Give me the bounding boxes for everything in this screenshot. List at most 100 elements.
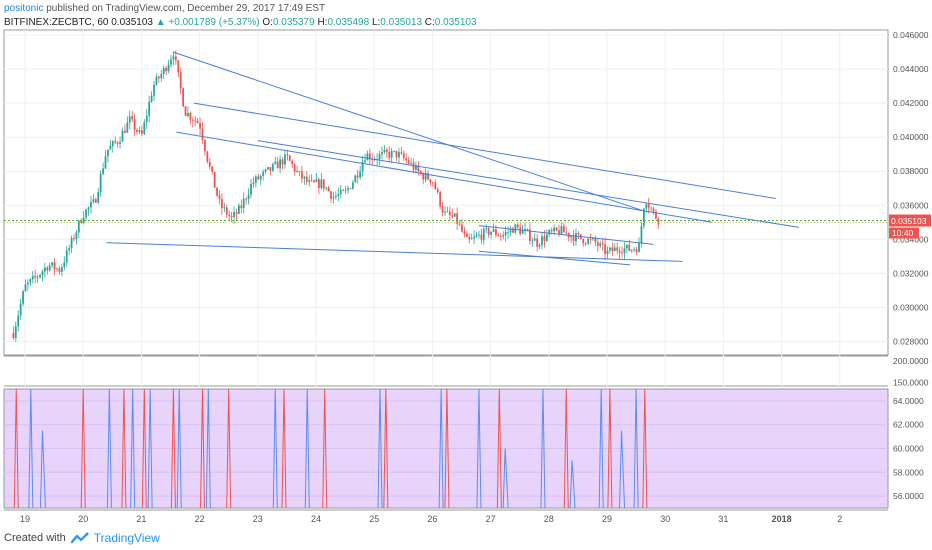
osc-spike (322, 388, 328, 509)
candle-body (315, 179, 318, 183)
osc-spike (28, 388, 34, 509)
candle-body (356, 175, 359, 178)
candle-body (29, 279, 32, 283)
candle-body (252, 182, 255, 184)
candle-body (604, 244, 606, 254)
trendline (176, 131, 712, 223)
candle-body (616, 247, 619, 251)
candle-body (594, 238, 597, 243)
osc-spike (496, 388, 502, 509)
tradingview-brand[interactable]: TradingView (93, 531, 160, 545)
candle-body (145, 115, 148, 123)
candle-body (439, 191, 442, 207)
candle-body (398, 152, 400, 158)
osc-spike (141, 388, 147, 509)
x-tick-label: 26 (427, 514, 437, 524)
osc-spike (476, 388, 482, 509)
author-link[interactable]: positonic (4, 3, 44, 14)
tradingview-logo-icon[interactable] (70, 532, 89, 544)
candle-body (473, 236, 476, 239)
price-pane-frame (3, 29, 889, 356)
candle-body (189, 112, 192, 120)
price-change: ▲ +0.001789 (+5.37%) (155, 17, 260, 28)
candle-body (453, 213, 456, 217)
candle-body (322, 179, 325, 189)
candle-body (73, 238, 75, 240)
candle-body (480, 234, 483, 240)
candle-body (334, 195, 337, 198)
candle-body (385, 149, 388, 153)
candle-body (502, 235, 505, 237)
candle-body (296, 171, 298, 172)
candle-body (327, 187, 330, 192)
osc-spike (80, 388, 86, 509)
osc-partial-spike (619, 430, 626, 509)
candle-body (361, 162, 364, 172)
candle-body (582, 238, 585, 244)
candle-body (458, 223, 461, 225)
candle-body (46, 267, 49, 271)
candle-body (221, 199, 223, 209)
candle-body (550, 230, 553, 232)
candle-body (431, 182, 434, 184)
candle-body (31, 275, 34, 280)
candle-body (22, 291, 24, 304)
candle-body (482, 228, 485, 240)
osc-spike (176, 388, 182, 509)
candle-body (381, 152, 383, 155)
osc-spike (121, 388, 127, 509)
osc-tick-label: 60.0000 (893, 444, 924, 454)
candle-body (77, 220, 80, 233)
candle-body (99, 173, 102, 193)
candle-body (286, 154, 289, 156)
candle-body (116, 142, 119, 144)
osc-spike (281, 388, 287, 509)
candle-body (97, 192, 100, 203)
candle-body (339, 189, 342, 195)
candle-body (75, 232, 78, 240)
candle-body (279, 159, 282, 169)
candle-body (342, 189, 345, 191)
trendline (478, 250, 631, 266)
candle-body (65, 250, 68, 263)
candle-body (51, 262, 54, 266)
candle-body (543, 236, 546, 241)
candle-body (533, 238, 536, 241)
candle-body (388, 152, 391, 158)
candle-body (611, 247, 614, 252)
candle-body (291, 160, 294, 165)
price-tick-label: 0.044000 (893, 64, 929, 74)
candle-body (308, 180, 311, 182)
candle-body (516, 224, 519, 228)
candle-body (485, 228, 488, 230)
candle-body (233, 212, 235, 218)
osc-spike (147, 388, 153, 509)
candle-body (240, 205, 243, 209)
candle-body (230, 216, 233, 218)
candle-body (94, 199, 97, 203)
candle-body (368, 153, 371, 160)
x-tick-label: 21 (136, 514, 146, 524)
footer: Created with TradingView (4, 531, 160, 545)
candle-body (448, 211, 451, 216)
candle-body (446, 211, 449, 213)
candle-body (330, 191, 332, 199)
x-tick-label: 28 (544, 514, 554, 524)
candle-body (393, 150, 395, 152)
candle-body (68, 248, 71, 251)
candle-body (422, 173, 425, 180)
osc-tick-label: 58.0000 (893, 467, 924, 477)
candle-body (187, 112, 189, 117)
candle-body (487, 228, 490, 235)
candle-body (162, 67, 165, 74)
candle-body (310, 180, 313, 182)
candle-body (621, 252, 623, 254)
price-tick-label: 0.038000 (893, 166, 929, 176)
candle-body (463, 231, 466, 234)
candle-body (642, 208, 645, 227)
candle-body (628, 244, 631, 251)
candle-body (36, 277, 39, 278)
candle-body (218, 195, 221, 200)
candle-body (128, 116, 131, 123)
